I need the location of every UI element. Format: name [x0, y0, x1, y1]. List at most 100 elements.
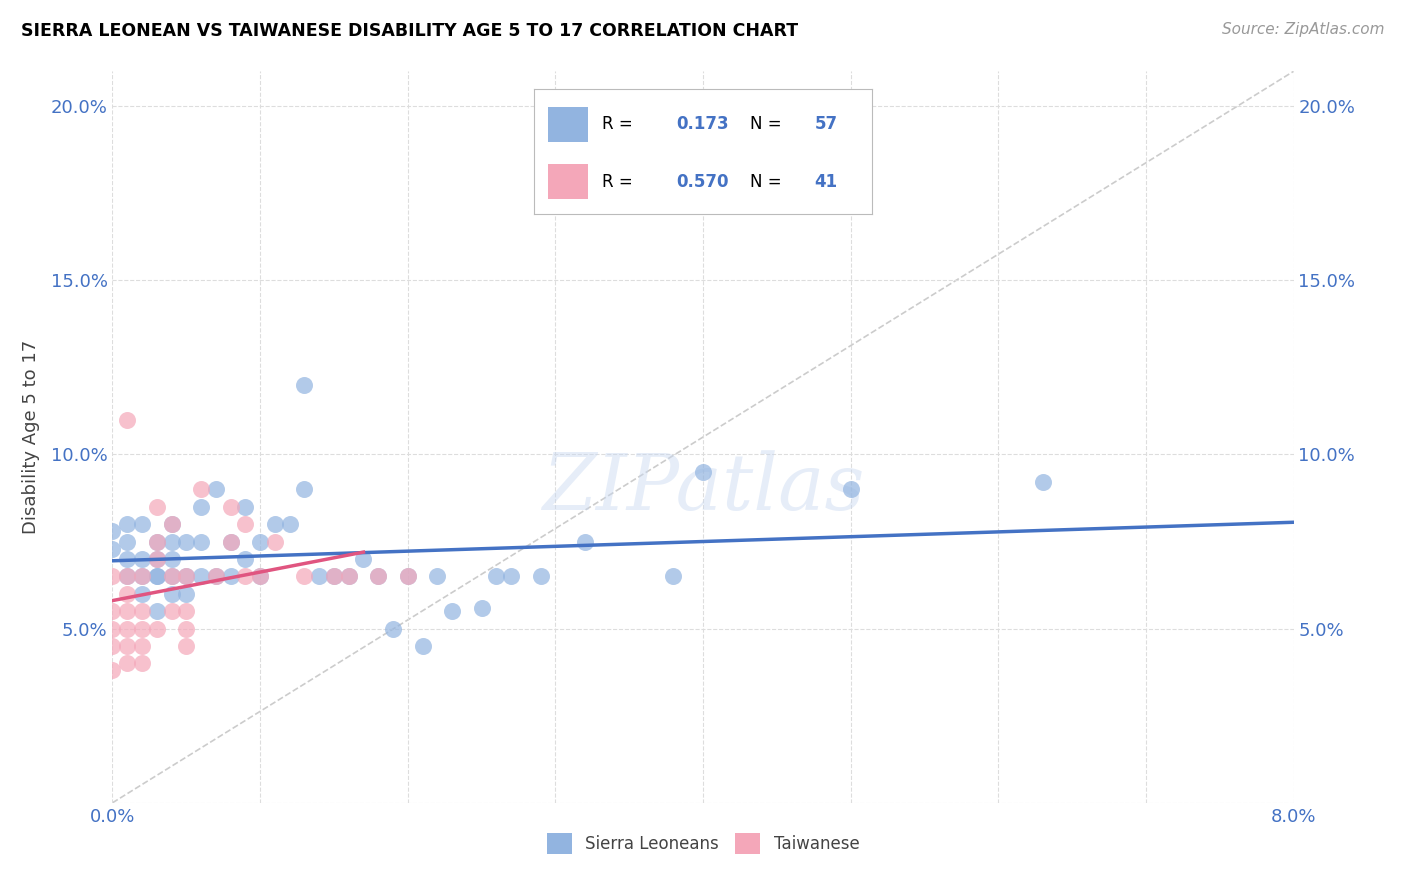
Point [839, 483, 862, 497]
Point [382, 622, 405, 636]
Point [160, 569, 183, 583]
Point [367, 569, 389, 583]
Point [485, 569, 508, 583]
Point [529, 569, 551, 583]
Point [292, 569, 315, 583]
Point [692, 465, 714, 479]
Bar [548, 164, 588, 199]
Point [190, 500, 212, 514]
Point [117, 639, 138, 653]
Point [233, 569, 256, 583]
Point [412, 639, 434, 653]
Text: 57: 57 [814, 115, 838, 133]
Point [146, 604, 169, 618]
Legend: Sierra Leoneans, Taiwanese: Sierra Leoneans, Taiwanese [540, 827, 866, 860]
Point [131, 569, 153, 583]
Point [292, 483, 315, 497]
Point [174, 604, 197, 618]
Point [205, 483, 228, 497]
Point [233, 517, 256, 532]
Point [117, 534, 138, 549]
Point [396, 569, 419, 583]
Point [323, 569, 346, 583]
Point [174, 639, 197, 653]
Bar [548, 107, 588, 142]
Point [131, 587, 153, 601]
Point [160, 552, 183, 566]
Point [101, 622, 124, 636]
Point [205, 569, 228, 583]
Point [337, 569, 360, 583]
Text: R =: R = [602, 115, 638, 133]
Point [131, 657, 153, 671]
Point [205, 569, 228, 583]
Point [117, 569, 138, 583]
Point [117, 569, 138, 583]
Point [278, 517, 301, 532]
Point [117, 657, 138, 671]
Point [146, 622, 169, 636]
Point [308, 569, 330, 583]
Point [323, 569, 346, 583]
Point [219, 534, 242, 549]
Point [264, 517, 287, 532]
Point [219, 569, 242, 583]
Point [174, 569, 197, 583]
Point [190, 483, 212, 497]
Point [117, 622, 138, 636]
Point [146, 569, 169, 583]
Point [131, 622, 153, 636]
Point [174, 622, 197, 636]
Point [117, 517, 138, 532]
Point [174, 534, 197, 549]
Point [160, 569, 183, 583]
Point [219, 534, 242, 549]
Point [117, 552, 138, 566]
Point [292, 377, 315, 392]
Point [174, 587, 197, 601]
Point [146, 534, 169, 549]
Text: 41: 41 [814, 173, 838, 191]
Point [146, 552, 169, 566]
Point [174, 569, 197, 583]
Point [233, 500, 256, 514]
Point [101, 569, 124, 583]
Text: 0.173: 0.173 [676, 115, 728, 133]
Point [574, 534, 596, 549]
Point [249, 569, 271, 583]
Point [160, 534, 183, 549]
Text: N =: N = [751, 173, 787, 191]
Point [662, 569, 685, 583]
Point [501, 569, 523, 583]
Point [160, 517, 183, 532]
Point [146, 569, 169, 583]
Point [352, 552, 374, 566]
Point [131, 569, 153, 583]
Text: N =: N = [751, 115, 787, 133]
Point [249, 569, 271, 583]
Point [337, 569, 360, 583]
Point [1032, 475, 1054, 490]
Point [117, 587, 138, 601]
Point [396, 569, 419, 583]
Point [367, 569, 389, 583]
Point [101, 639, 124, 653]
Text: SIERRA LEONEAN VS TAIWANESE DISABILITY AGE 5 TO 17 CORRELATION CHART: SIERRA LEONEAN VS TAIWANESE DISABILITY A… [21, 22, 799, 40]
Point [101, 664, 124, 678]
Y-axis label: Disability Age 5 to 17: Disability Age 5 to 17 [21, 340, 39, 534]
Point [131, 517, 153, 532]
Point [264, 534, 287, 549]
Point [146, 534, 169, 549]
Text: R =: R = [602, 173, 638, 191]
Point [249, 534, 271, 549]
Text: 0.570: 0.570 [676, 173, 728, 191]
Point [146, 552, 169, 566]
Point [146, 500, 169, 514]
Point [101, 541, 124, 556]
Point [190, 569, 212, 583]
Text: Source: ZipAtlas.com: Source: ZipAtlas.com [1222, 22, 1385, 37]
Point [426, 569, 449, 583]
Point [101, 524, 124, 538]
Point [160, 517, 183, 532]
Point [160, 604, 183, 618]
